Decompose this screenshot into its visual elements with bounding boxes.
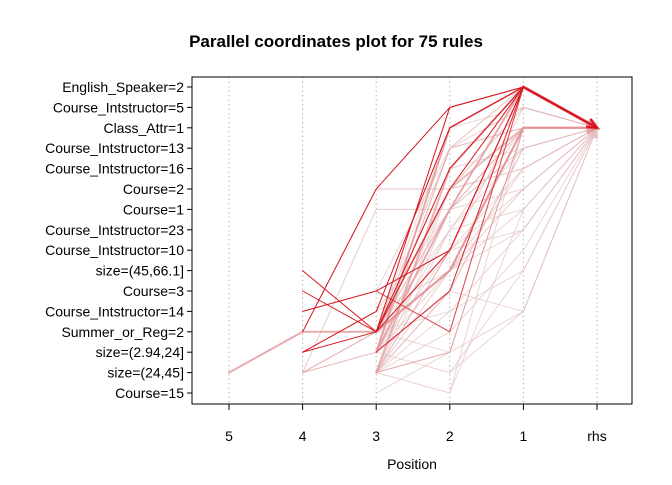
x-tick-label: rhs bbox=[587, 428, 606, 444]
x-tick-label: 4 bbox=[299, 428, 307, 444]
y-tick-label: Course=15 bbox=[115, 385, 184, 401]
y-tick-label: Summer_or_Reg=2 bbox=[61, 324, 184, 340]
chart-title: Parallel coordinates plot for 75 rules bbox=[189, 32, 483, 51]
y-tick-label: Course_Intstructor=14 bbox=[45, 303, 184, 319]
y-tick-label: size=(2.94,24] bbox=[96, 344, 184, 360]
y-tick-label: Course_Intstructor=13 bbox=[45, 140, 184, 156]
y-tick-label: size=(24,45] bbox=[107, 365, 184, 381]
rule-arrowhead bbox=[585, 118, 599, 129]
rule-line bbox=[375, 127, 598, 374]
y-tick-label: Course_Intstructor=23 bbox=[45, 222, 184, 238]
rule-line bbox=[302, 86, 598, 353]
y-tick-label: Course_Intstructor=10 bbox=[45, 242, 184, 258]
y-tick-label: Course=2 bbox=[123, 181, 184, 197]
x-tick-label: 2 bbox=[446, 428, 454, 444]
y-tick-label: Course_Intstructor=16 bbox=[45, 161, 184, 177]
y-tick-label: Class_Attr=1 bbox=[103, 120, 184, 136]
x-tick-label: 5 bbox=[225, 428, 233, 444]
x-tick-label: 1 bbox=[520, 428, 528, 444]
x-tick-label: 3 bbox=[372, 428, 380, 444]
y-tick-label: size=(45,66.1] bbox=[96, 263, 184, 279]
x-axis: 5 4 3 2 1 rhs bbox=[225, 404, 607, 444]
plot-frame bbox=[191, 76, 633, 405]
y-tick-label: Course=1 bbox=[123, 201, 184, 217]
y-axis: English_Speaker=2 Course_Intstructor=5 Cla… bbox=[45, 79, 192, 401]
rules-layer bbox=[228, 85, 601, 394]
rule-line bbox=[228, 126, 598, 374]
y-tick-label: Course_Intstructor=5 bbox=[53, 99, 184, 115]
y-tick-label: Course=3 bbox=[123, 283, 184, 299]
x-axis-label: Position bbox=[387, 456, 437, 472]
y-tick-label: English_Speaker=2 bbox=[62, 79, 184, 95]
